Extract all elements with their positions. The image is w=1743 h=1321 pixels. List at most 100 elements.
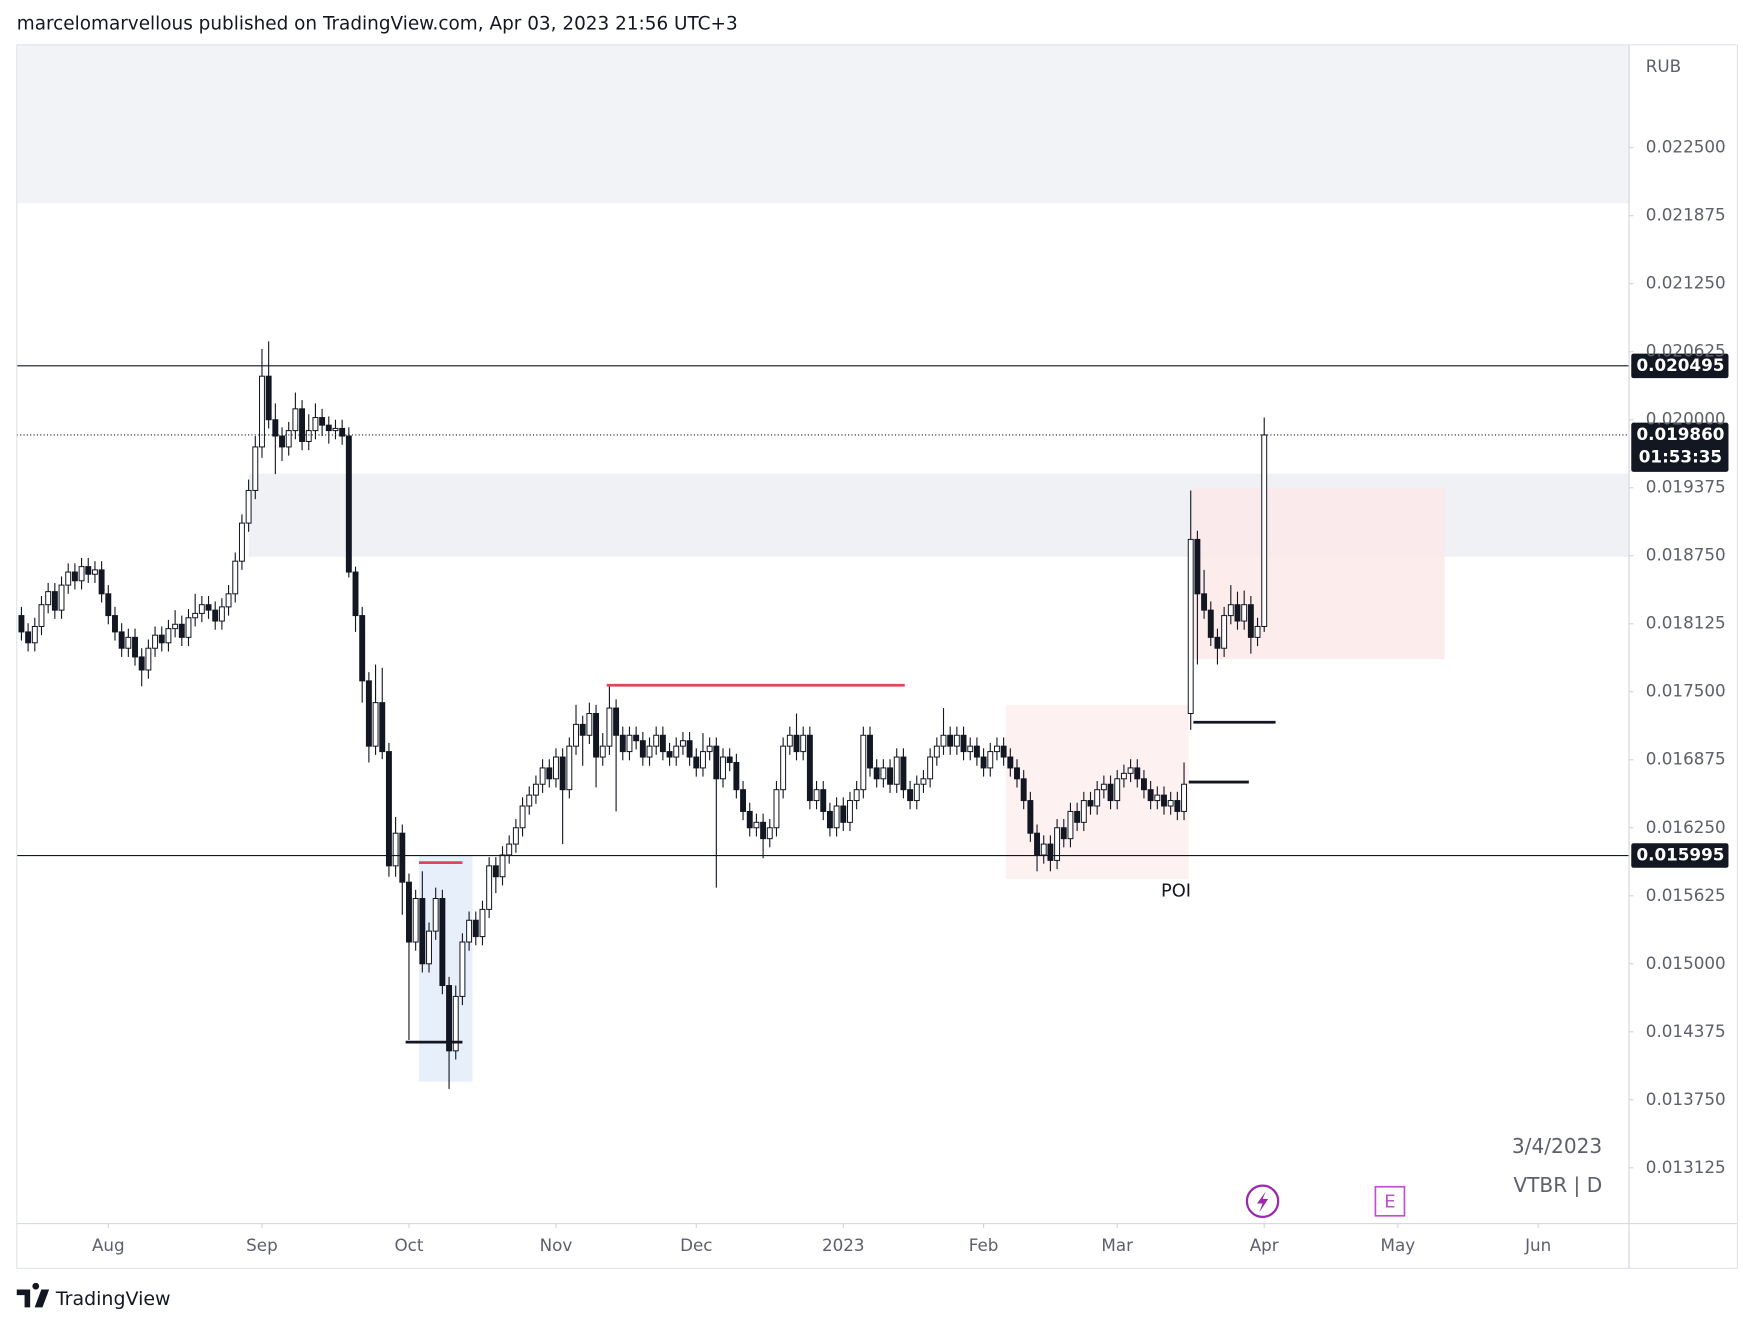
candle-body (940, 734, 947, 747)
candle-body (225, 593, 232, 608)
candle-body (332, 427, 339, 432)
candle-body (1234, 604, 1241, 622)
earnings-icon[interactable]: E (1374, 1185, 1406, 1217)
candle-body (593, 713, 600, 758)
candle-body (1140, 778, 1147, 791)
candle-body (553, 756, 559, 780)
candle-body (693, 756, 700, 769)
candle-body (893, 756, 900, 785)
x-tick-label: Apr (1250, 1235, 1279, 1255)
candle-body (1261, 434, 1268, 627)
candle-body (913, 783, 920, 802)
y-tick-label: 0.021875 (1646, 205, 1726, 225)
candle-body (65, 571, 72, 586)
poi-label: POI (1161, 881, 1191, 902)
candle-body (1207, 609, 1214, 638)
y-tick-label: 0.016250 (1646, 817, 1726, 837)
candle-body (833, 805, 840, 829)
y-tick-label: 0.015000 (1646, 953, 1726, 973)
x-tick-label: Sep (246, 1235, 278, 1255)
candle-body (666, 751, 673, 758)
x-tick-label: Mar (1101, 1235, 1133, 1255)
candle-body (753, 821, 760, 829)
candle-body (1114, 778, 1121, 802)
candle-body (1254, 625, 1261, 638)
candle-body (700, 751, 706, 769)
candle-body (138, 656, 145, 671)
candle-body (760, 821, 767, 840)
candle-body (412, 897, 419, 943)
candle-body (853, 789, 860, 802)
candle-body (780, 745, 787, 791)
candle-body (18, 615, 25, 633)
candle-body (299, 408, 306, 442)
candle-body (1027, 800, 1034, 834)
candle-body (399, 832, 406, 883)
candle-body (238, 522, 245, 562)
logo-mark (16, 1282, 50, 1308)
candle-body (880, 767, 887, 780)
candle-body (132, 636, 138, 658)
candles (18, 341, 1268, 1089)
level-badge-bg (1631, 353, 1729, 379)
candle-body (1187, 538, 1194, 715)
candle-body (846, 800, 853, 823)
candle-body (1201, 593, 1208, 611)
candle-body (793, 734, 800, 753)
candle-body (773, 789, 780, 829)
dividend-icon[interactable] (1245, 1184, 1280, 1219)
candle-body (826, 810, 833, 829)
candle-body (519, 805, 526, 829)
candle-body (312, 417, 319, 432)
candle-body (245, 489, 252, 524)
candle-body (599, 745, 606, 758)
candle-body (1247, 604, 1254, 638)
candle-body (45, 591, 52, 606)
y-tick-label: 0.016875 (1646, 749, 1726, 769)
candle-body (359, 615, 366, 682)
candle-body (58, 584, 65, 611)
candle-body (285, 430, 292, 448)
candle-body (466, 919, 473, 943)
candle-body (178, 623, 185, 638)
candle-body (953, 734, 960, 747)
candle-body (973, 745, 980, 758)
candle-body (339, 427, 346, 437)
candle-body (152, 634, 159, 649)
y-tick-label: 0.015625 (1646, 885, 1726, 905)
candle-body (172, 623, 179, 630)
candle-body (38, 604, 45, 627)
candle-body (452, 995, 459, 1052)
candle-body (78, 566, 85, 582)
candle-body (1100, 783, 1107, 791)
x-tick-label: 2023 (822, 1235, 865, 1255)
candle-body (606, 707, 613, 747)
icon-circle (1245, 1184, 1280, 1219)
x-tick-label: Nov (540, 1235, 573, 1255)
candle-body (633, 734, 640, 742)
last-price-badge-bg (1631, 422, 1729, 472)
candle-body (31, 625, 38, 644)
candle-body (98, 569, 105, 595)
publish-header: marcelomarvellous published on TradingVi… (17, 14, 738, 35)
candle-body (713, 745, 720, 780)
candle-body (479, 908, 486, 938)
level-badge-bg (1631, 843, 1729, 868)
candle-body (112, 615, 118, 633)
candle-body (385, 751, 392, 867)
candle-body (1007, 756, 1014, 769)
candle-body (105, 593, 112, 617)
candle-body (125, 636, 132, 649)
y-tick-label: 0.020625 (1646, 341, 1726, 361)
candle-body (439, 897, 446, 987)
candle-body (158, 634, 165, 644)
candle-body (145, 647, 152, 671)
y-tick-label: 0.021250 (1646, 273, 1726, 293)
candle-body (25, 631, 32, 644)
candle-body (1154, 794, 1161, 802)
candle-body (786, 734, 793, 747)
candle-body (1120, 772, 1127, 780)
y-tick-label: 0.014375 (1646, 1021, 1726, 1041)
icon-letter: E (1384, 1191, 1395, 1212)
